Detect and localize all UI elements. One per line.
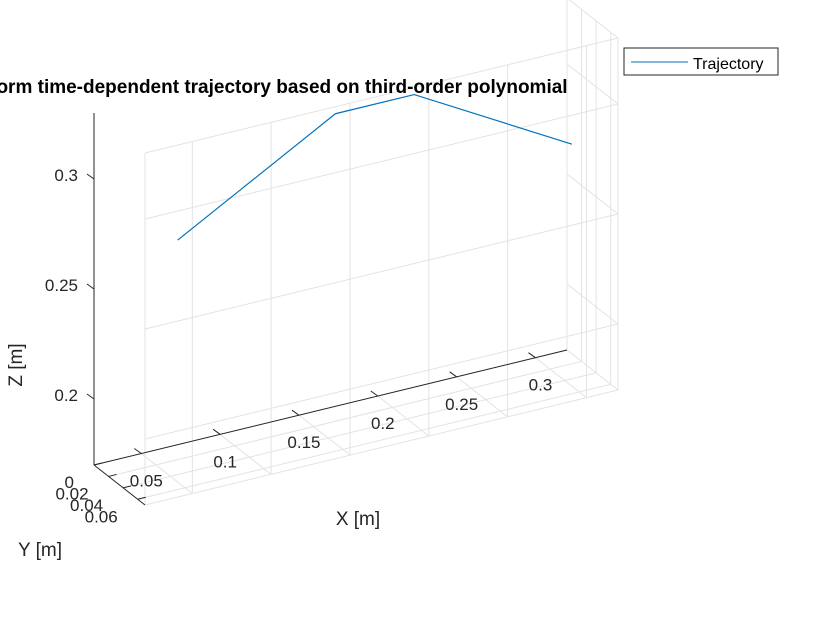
z-tick-2 <box>86 173 95 180</box>
grid-line-x-floor-3 <box>377 395 430 437</box>
grid-line-y-floor-1 <box>108 360 582 477</box>
tick-labels: 0.05 0.1 0.15 0.2 0.25 0.3 00.020.040.06 0.2 0.2… <box>45 166 552 526</box>
grid-line-x-floor-4 <box>456 376 508 418</box>
grid-line-z-back-0 <box>144 323 619 440</box>
x-tick-label-0: 0.05 <box>130 472 163 491</box>
x-tick-0 <box>134 448 142 454</box>
z-tick-0 <box>86 393 95 400</box>
y-axis-label: Y [m] <box>18 540 62 561</box>
grid-line-x-floor-2 <box>298 414 351 456</box>
grid-line-z-side-2 <box>566 63 619 105</box>
pane-edge-back-top <box>144 37 619 154</box>
axes <box>93 113 568 506</box>
pane-edge-floor-back <box>144 389 619 506</box>
y-tick-label-2: 0.04 <box>70 496 103 515</box>
plot-series <box>177 93 573 241</box>
x-tick-label-1: 0.1 <box>213 452 237 471</box>
grid-line-z-back-2 <box>144 103 619 220</box>
y-tick-label-0: 0 <box>65 473 74 492</box>
z-tick-label-2: 0.3 <box>54 166 78 185</box>
grid-line-z-back-1 <box>144 213 619 330</box>
x-tick-label-2: 0.15 <box>287 433 320 452</box>
y-axis-line <box>93 464 146 506</box>
grid-line-x-floor-0 <box>140 453 193 494</box>
chart-title: Closed-form time-dependent trajectory ba… <box>0 77 568 98</box>
y-tick-0 <box>93 462 103 466</box>
x-axis-line <box>93 349 568 466</box>
tick-marks <box>86 173 536 500</box>
x-axis-label: X [m] <box>336 509 380 530</box>
z-axis-label: Z [m] <box>6 343 27 386</box>
grid-line-y-floor-3 <box>137 383 611 500</box>
grid-line-z-side-1 <box>566 173 619 215</box>
grid-lines <box>93 0 619 506</box>
y-tick-1 <box>108 473 117 477</box>
y-tick-label-3: 0.06 <box>85 507 118 526</box>
x-tick-label-4: 0.25 <box>445 395 478 414</box>
y-tick-3 <box>137 496 146 500</box>
x-tick-3 <box>370 390 379 397</box>
y-tick-label-1: 0.02 <box>55 484 88 503</box>
x-tick-4 <box>449 371 457 378</box>
legend[interactable]: Trajectory <box>623 47 779 76</box>
x-tick-label-3: 0.2 <box>371 414 395 433</box>
y-tick-2 <box>123 485 132 489</box>
legend-label-trajectory: Trajectory <box>693 56 764 73</box>
series-line-0 <box>177 93 573 241</box>
x-tick-2 <box>291 409 300 416</box>
grid-line-y-floor-2 <box>123 372 597 489</box>
x-tick-5 <box>528 352 536 359</box>
pane-edge-side-top <box>568 0 619 39</box>
x-tick-1 <box>212 428 221 435</box>
grid-line-x-floor-1 <box>219 433 272 475</box>
grid-line-x-floor-5 <box>535 357 587 399</box>
pane-edge-floor-right <box>566 349 619 391</box>
z-tick-1 <box>86 283 95 290</box>
z-tick-label-1: 0.25 <box>45 276 78 295</box>
grid-line-z-side-0 <box>566 283 619 325</box>
z-tick-label-0: 0.2 <box>54 386 78 405</box>
x-tick-label-5: 0.3 <box>529 376 553 395</box>
